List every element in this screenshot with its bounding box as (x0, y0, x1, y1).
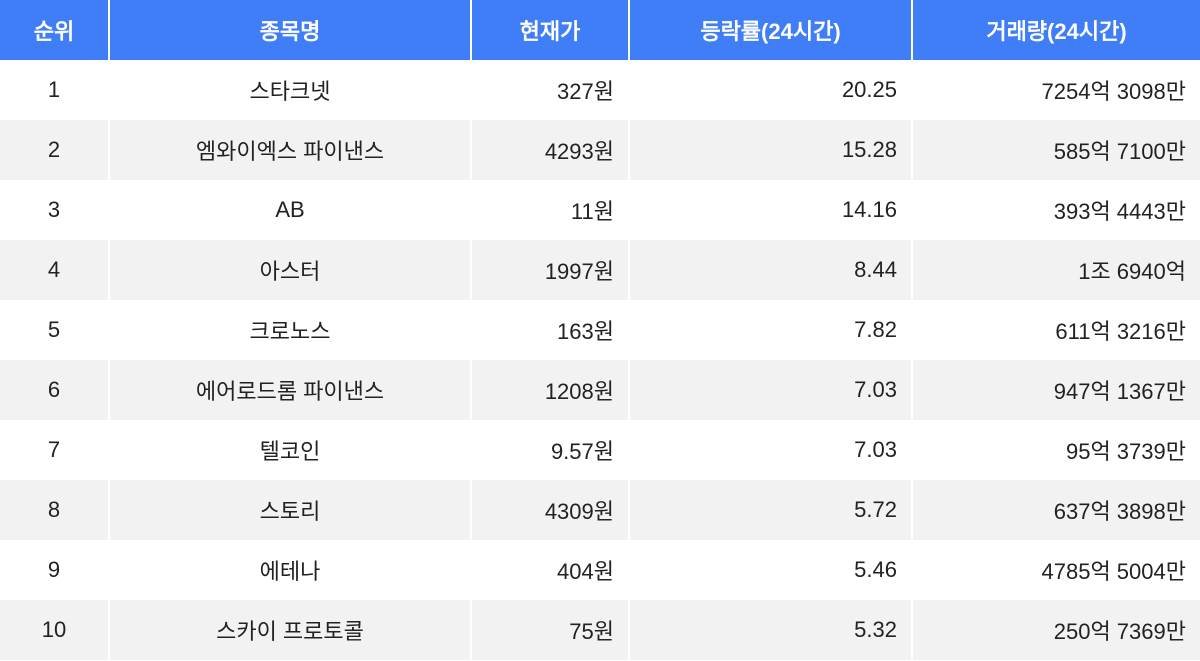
change-rate-cell: 5.46 (630, 540, 911, 600)
rank-cell: 9 (0, 540, 108, 600)
coin-name-cell: 에테나 (110, 540, 470, 600)
volume-cell: 947억 1367만 (913, 360, 1200, 420)
change-rate-cell: 5.72 (630, 480, 911, 540)
rank-cell: 3 (0, 180, 108, 240)
volume-cell: 611억 3216만 (913, 300, 1200, 360)
price-cell: 1208원 (472, 360, 628, 420)
coin-name-cell: 스타크넷 (110, 60, 470, 120)
change-rate-cell: 20.25 (630, 60, 911, 120)
rank-cell: 10 (0, 600, 108, 660)
coin-name-cell: AB (110, 180, 470, 240)
rank-cell: 8 (0, 480, 108, 540)
price-cell: 9.57원 (472, 420, 628, 480)
volume-cell: 1조 6940억 (913, 240, 1200, 300)
rank-cell: 2 (0, 120, 108, 180)
change-rate-cell: 8.44 (630, 240, 911, 300)
price-cell: 4309원 (472, 480, 628, 540)
coin-name-cell: 엠와이엑스 파이낸스 (110, 120, 470, 180)
change-rate-cell: 7.82 (630, 300, 911, 360)
price-cell: 4293원 (472, 120, 628, 180)
column-header: 순위 (0, 0, 108, 60)
rank-cell: 1 (0, 60, 108, 120)
price-cell: 404원 (472, 540, 628, 600)
change-rate-cell: 7.03 (630, 360, 911, 420)
column-header: 등락률(24시간) (630, 0, 911, 60)
coin-name-cell: 텔코인 (110, 420, 470, 480)
rank-cell: 5 (0, 300, 108, 360)
price-cell: 327원 (472, 60, 628, 120)
change-rate-cell: 14.16 (630, 180, 911, 240)
price-cell: 75원 (472, 600, 628, 660)
volume-cell: 250억 7369만 (913, 600, 1200, 660)
rank-cell: 7 (0, 420, 108, 480)
volume-cell: 393억 4443만 (913, 180, 1200, 240)
price-cell: 1997원 (472, 240, 628, 300)
coin-name-cell: 아스터 (110, 240, 470, 300)
change-rate-cell: 7.03 (630, 420, 911, 480)
volume-cell: 585억 7100만 (913, 120, 1200, 180)
volume-cell: 7254억 3098만 (913, 60, 1200, 120)
column-header: 종목명 (110, 0, 470, 60)
coin-name-cell: 스카이 프로토콜 (110, 600, 470, 660)
change-rate-cell: 5.32 (630, 600, 911, 660)
column-header: 현재가 (472, 0, 628, 60)
coin-name-cell: 스토리 (110, 480, 470, 540)
rank-cell: 6 (0, 360, 108, 420)
rank-cell: 4 (0, 240, 108, 300)
price-cell: 11원 (472, 180, 628, 240)
change-rate-cell: 15.28 (630, 120, 911, 180)
column-header: 거래량(24시간) (913, 0, 1200, 60)
coin-name-cell: 에어로드롬 파이낸스 (110, 360, 470, 420)
volume-cell: 637억 3898만 (913, 480, 1200, 540)
volume-cell: 95억 3739만 (913, 420, 1200, 480)
volume-cell: 4785억 5004만 (913, 540, 1200, 600)
coin-name-cell: 크로노스 (110, 300, 470, 360)
price-cell: 163원 (472, 300, 628, 360)
